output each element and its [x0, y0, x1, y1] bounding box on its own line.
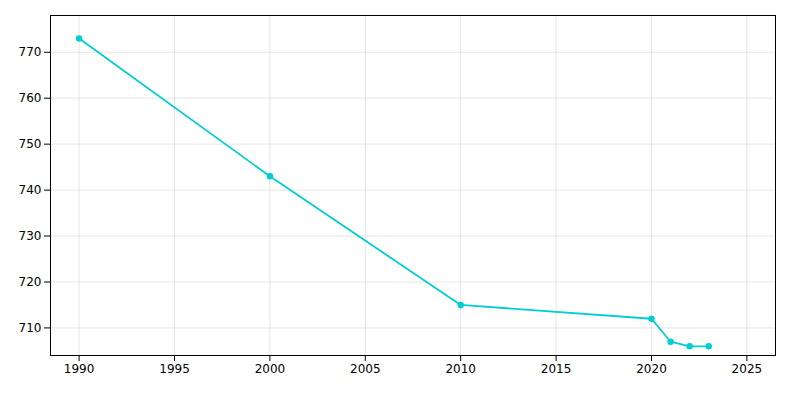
- svg-text:2005: 2005: [350, 362, 381, 376]
- svg-text:1990: 1990: [64, 362, 95, 376]
- svg-text:710: 710: [19, 321, 42, 335]
- svg-text:720: 720: [19, 275, 42, 289]
- svg-text:760: 760: [19, 91, 42, 105]
- svg-text:2000: 2000: [255, 362, 286, 376]
- svg-text:2020: 2020: [636, 362, 667, 376]
- svg-text:750: 750: [19, 137, 42, 151]
- svg-text:770: 770: [19, 45, 42, 59]
- svg-text:1995: 1995: [159, 362, 190, 376]
- svg-text:730: 730: [19, 229, 42, 243]
- svg-text:2015: 2015: [541, 362, 572, 376]
- svg-text:2010: 2010: [445, 362, 476, 376]
- svg-text:2025: 2025: [732, 362, 763, 376]
- svg-text:740: 740: [19, 183, 42, 197]
